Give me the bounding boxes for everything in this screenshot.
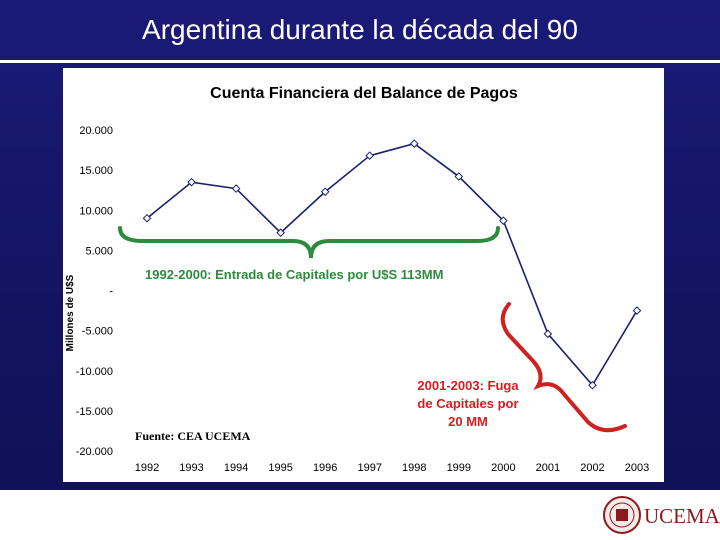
- series-polyline: [146, 142, 638, 387]
- x-tick-label: 1997: [357, 462, 381, 474]
- outflow-annotation-line-2: de Capitales por: [417, 396, 518, 411]
- y-tick-label: -10.000: [76, 366, 113, 378]
- y-axis-label: Millones de U$S: [65, 274, 76, 351]
- chart-panel: Cuenta Financiera del Balance de Pagos M…: [63, 68, 664, 482]
- y-tick-label: 10.000: [79, 205, 113, 217]
- data-point: [409, 139, 419, 148]
- y-tick-label: -5.000: [82, 326, 113, 338]
- data-point: [499, 216, 508, 225]
- x-axis-ticks: 1992 1993 1994 1995 1996 1997 1998 1999 2000 2001…: [135, 462, 649, 474]
- data-point: [276, 228, 285, 238]
- line-chart: Cuenta Financiera del Balance de Pagos M…: [65, 85, 649, 474]
- y-axis-ticks: 20.000 15.000 10.000 5.000 - -5.000 -10.000 -15…: [76, 125, 114, 458]
- data-point: [632, 306, 642, 315]
- y-tick-label: 20.000: [79, 125, 113, 137]
- x-tick-label: 2000: [491, 462, 515, 474]
- data-point: [454, 172, 464, 181]
- series-markers: [142, 139, 642, 390]
- x-tick-label: 1996: [313, 462, 337, 474]
- data-point: [142, 213, 152, 223]
- series-line: [146, 142, 638, 387]
- source-note: Fuente: CEA UCEMA: [135, 429, 251, 443]
- y-tick-label: -: [109, 286, 113, 298]
- x-tick-label: 1998: [402, 462, 426, 474]
- x-tick-label: 2003: [625, 462, 649, 474]
- chart-title: Cuenta Financiera del Balance de Pagos: [210, 85, 518, 102]
- x-tick-label: 2002: [580, 462, 604, 474]
- x-tick-label: 1994: [224, 462, 248, 474]
- x-tick-label: 1993: [179, 462, 203, 474]
- footer-bar: UCEMA: [0, 490, 720, 540]
- y-tick-label: 15.000: [79, 165, 113, 177]
- data-point: [320, 187, 330, 197]
- page-title: Argentina durante la década del 90: [142, 14, 578, 45]
- data-point: [187, 177, 196, 187]
- title-divider: [0, 60, 720, 63]
- y-tick-label: 5.000: [85, 245, 113, 257]
- logo-text: UCEMA: [644, 504, 720, 528]
- outflow-annotation-line-3: 20 MM: [448, 414, 488, 429]
- inflow-annotation: 1992-2000: Entrada de Capitales por U$S …: [145, 267, 443, 282]
- data-point: [588, 380, 597, 390]
- x-tick-label: 1995: [268, 462, 292, 474]
- ucema-logo: UCEMA: [603, 496, 720, 534]
- x-tick-label: 2001: [536, 462, 560, 474]
- title-bar: Argentina durante la década del 90: [0, 0, 720, 60]
- inflow-brace: [118, 226, 500, 259]
- x-tick-label: 1992: [135, 462, 159, 474]
- data-point: [543, 329, 553, 339]
- y-tick-label: -15.000: [76, 406, 113, 418]
- data-point: [365, 151, 375, 160]
- outflow-annotation-line-1: 2001-2003: Fuga: [417, 378, 519, 393]
- data-point: [231, 184, 241, 193]
- y-tick-label: -20.000: [76, 446, 113, 458]
- x-tick-label: 1999: [447, 462, 471, 474]
- outflow-brace: [500, 302, 627, 433]
